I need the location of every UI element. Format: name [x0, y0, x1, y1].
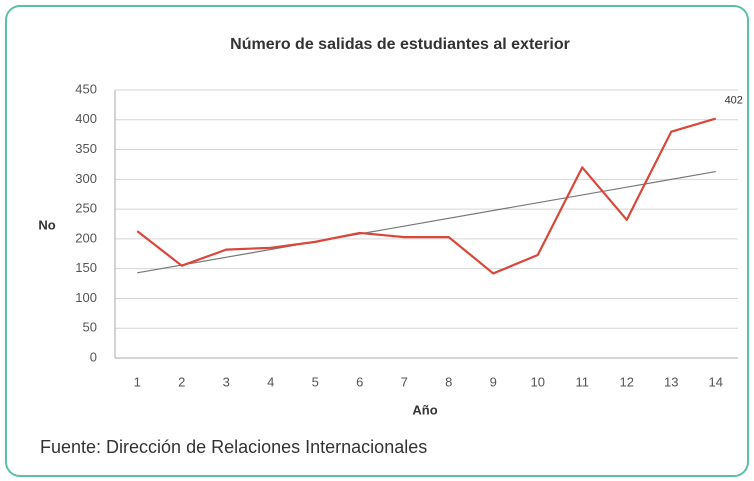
- y-tick-label: 200: [75, 230, 97, 245]
- x-tick-label: 3: [223, 374, 230, 389]
- y-tick-label: 250: [75, 201, 97, 216]
- data-label: 402: [725, 94, 743, 106]
- y-tick-label: 150: [75, 260, 97, 275]
- x-tick-label: 6: [356, 374, 363, 389]
- x-tick-label: 12: [620, 374, 634, 389]
- x-tick-label: 8: [445, 374, 452, 389]
- y-tick-label: 0: [90, 349, 97, 364]
- x-tick-label: 13: [664, 374, 678, 389]
- x-tick-label: 11: [576, 374, 590, 389]
- y-tick-label: 450: [75, 81, 97, 96]
- x-tick-label: 2: [178, 374, 185, 389]
- x-tick-label: 4: [267, 374, 274, 389]
- y-tick-label: 350: [75, 141, 97, 156]
- y-tick-label: 300: [75, 171, 97, 186]
- frame: [5, 5, 749, 477]
- trendline: [137, 171, 716, 274]
- x-tick-label: 14: [709, 374, 723, 389]
- y-tick-label: 400: [75, 111, 97, 126]
- data-line: [136, 117, 717, 275]
- y-axis-label: No: [38, 217, 55, 232]
- x-tick-label: 10: [531, 374, 545, 389]
- chart-title: Número de salidas de estudiantes al exte…: [230, 36, 570, 53]
- y-tick-label: 50: [83, 320, 97, 335]
- x-tick-label: 9: [490, 374, 497, 389]
- x-tick-label: 7: [401, 374, 408, 389]
- x-tick-label: 1: [134, 374, 141, 389]
- source-note: Fuente: Dirección de Relaciones Internac…: [40, 437, 427, 457]
- x-tick-label: 5: [312, 374, 319, 389]
- x-axis-label: Año: [412, 402, 437, 417]
- y-tick-label: 100: [75, 290, 97, 305]
